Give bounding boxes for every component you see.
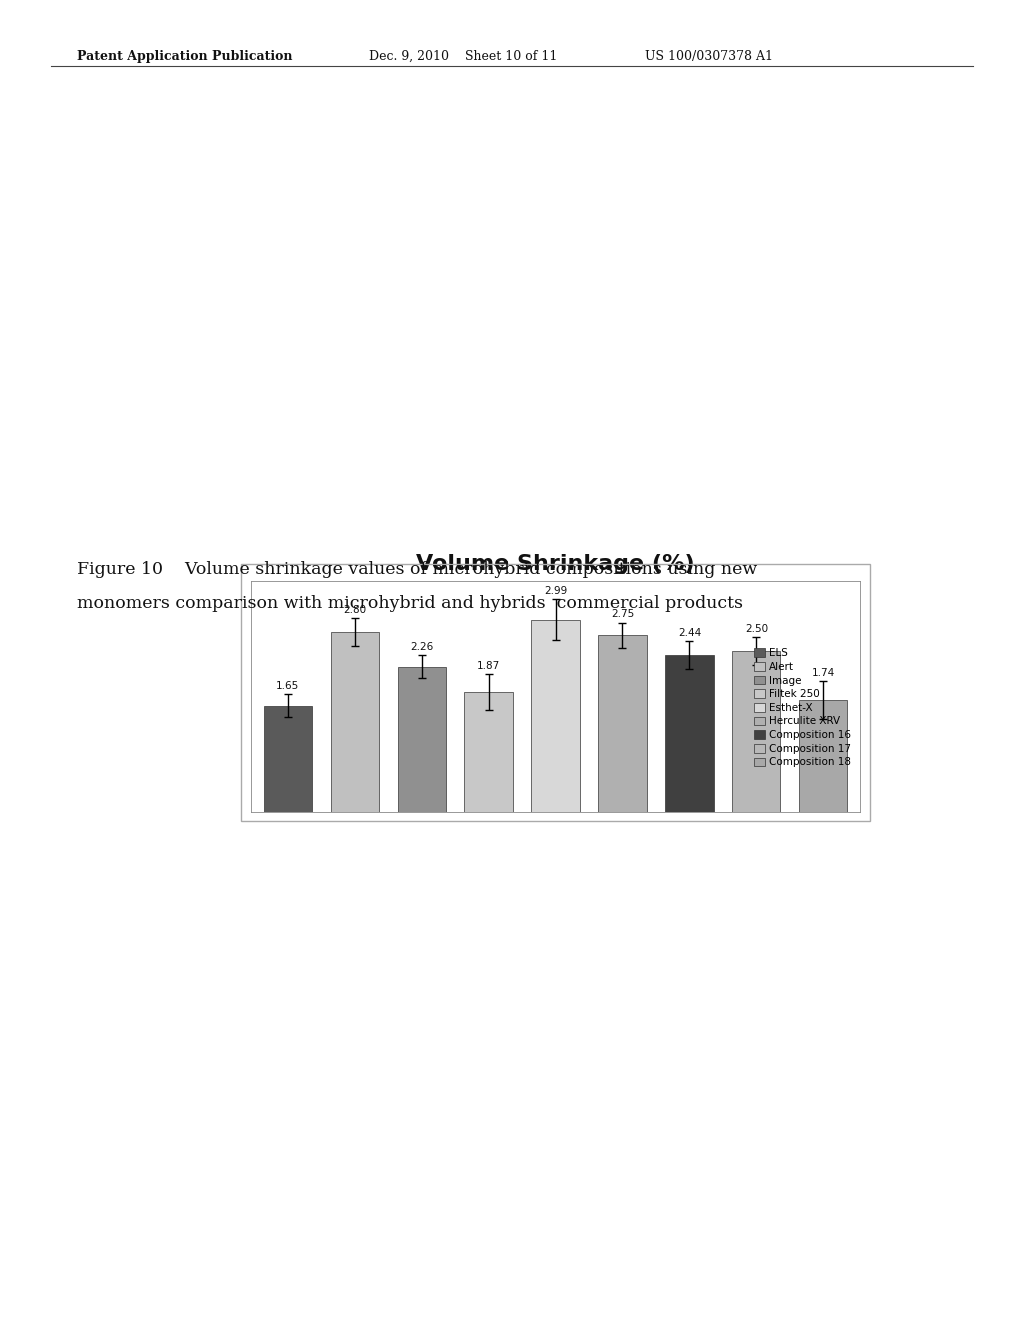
Text: 1.87: 1.87: [477, 660, 500, 671]
Title: Volume Shrinkage (%): Volume Shrinkage (%): [416, 553, 695, 574]
Text: monomers comparison with microhybrid and hybrids  commercial products: monomers comparison with microhybrid and…: [77, 595, 742, 612]
Text: 2.50: 2.50: [744, 624, 768, 634]
Text: 2.75: 2.75: [611, 610, 634, 619]
Text: 1.74: 1.74: [812, 668, 835, 677]
Text: 2.80: 2.80: [343, 605, 367, 615]
Text: Dec. 9, 2010    Sheet 10 of 11: Dec. 9, 2010 Sheet 10 of 11: [369, 50, 557, 63]
Text: Figure 10    Volume shrinkage values of microhybrid compositions using new: Figure 10 Volume shrinkage values of mic…: [77, 561, 757, 578]
Text: 2.26: 2.26: [410, 642, 433, 652]
Text: Patent Application Publication: Patent Application Publication: [77, 50, 292, 63]
Bar: [263, 706, 311, 812]
Bar: [331, 632, 379, 812]
Text: 2.44: 2.44: [678, 628, 701, 638]
Bar: [397, 667, 445, 812]
Text: US 100/0307378 A1: US 100/0307378 A1: [645, 50, 773, 63]
Text: 1.65: 1.65: [276, 681, 299, 692]
Bar: [732, 651, 780, 812]
Text: 2.99: 2.99: [544, 586, 567, 597]
Bar: [666, 655, 714, 812]
Bar: [531, 620, 580, 812]
Bar: [598, 635, 646, 812]
Bar: [465, 692, 513, 812]
Legend: ELS, Alert, Image, Filtek 250, Esthet-X, Herculite XRV, Composition 16, Composit: ELS, Alert, Image, Filtek 250, Esthet-X,…: [750, 644, 855, 772]
Bar: [799, 700, 848, 812]
